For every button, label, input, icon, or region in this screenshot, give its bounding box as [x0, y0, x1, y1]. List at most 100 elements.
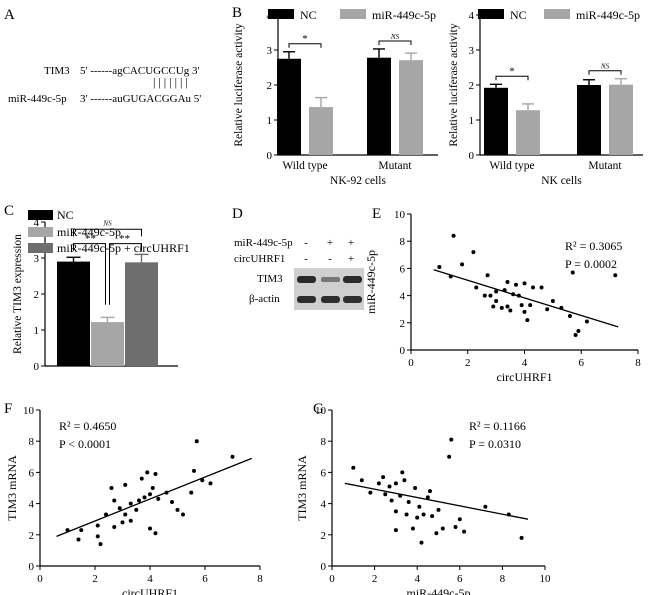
scatter-point: [437, 265, 442, 270]
scatter-point: [430, 514, 435, 519]
significance-label: **: [85, 233, 96, 245]
significance-label: NS: [102, 220, 112, 228]
x-axis-title: circUHRF1: [497, 370, 553, 384]
bar-nc: [577, 85, 601, 155]
chart-c: 0 1 2 3 4 Relative TIM3 expression ** ** NS NC miR…: [12, 208, 190, 373]
scatter-point: [499, 305, 504, 310]
tim3-label: TIM3: [44, 65, 70, 77]
y-tick-label: 6: [29, 467, 35, 479]
scatter-point: [404, 512, 409, 517]
y-axis-title: TIM3 mRNA: [5, 455, 19, 521]
legend-swatch-mir: [544, 9, 570, 19]
blot-sign: -: [328, 253, 332, 265]
scatter-point: [150, 486, 155, 490]
mir-label: miR-449c-5p: [8, 93, 67, 105]
legend-label-nc: NC: [300, 8, 317, 22]
significance-bracket: [288, 43, 322, 48]
scatter-point: [449, 437, 454, 442]
scatter-point: [482, 293, 487, 298]
y-tick-label: 2: [321, 530, 327, 542]
legend-swatch-nc: [478, 9, 504, 19]
scatter-point: [545, 307, 550, 312]
scatter-point: [519, 535, 524, 540]
scatter-point: [513, 282, 518, 287]
y-axis-title: miR-449c-5p: [364, 250, 378, 314]
blot-label-tim3: TIM3: [257, 273, 283, 285]
scatter-point: [381, 475, 386, 480]
blot-band-tim3: [343, 276, 362, 283]
regression-line: [56, 457, 252, 537]
blot-sign: +: [348, 237, 354, 249]
scatter-point: [531, 285, 536, 290]
legend-label-mir-circ: miR-449c-5p + circUHRF1: [57, 241, 190, 255]
x-tick-label: 8: [500, 573, 506, 585]
legend-swatch-mir: [28, 227, 53, 237]
y-axis-title: Relative luciferase activity: [233, 23, 245, 146]
scatter-point: [128, 518, 133, 523]
scatter-point: [471, 250, 476, 255]
stats-p-value: P = 0.0002: [565, 257, 617, 271]
scatter-point: [483, 504, 488, 509]
significance-label: *: [509, 65, 515, 77]
x-axis-title: circUHRF1: [122, 586, 178, 595]
scatter-point: [139, 476, 144, 481]
scatter-point: [393, 509, 398, 514]
scatter-point: [584, 319, 589, 324]
significance-label: NS: [390, 33, 400, 41]
scatter-point: [474, 285, 479, 290]
chart-f: 0 2 4 6 8 10 0 2 4 6 8 circUHRF1 TIM3 mRNA R² = 0.465…: [5, 405, 263, 595]
x-tick-label: 8: [635, 357, 641, 369]
y-tick-label: 4: [29, 499, 35, 511]
y-tick-label: 0: [400, 345, 406, 357]
scatter-point: [389, 498, 394, 503]
scatter-point: [419, 540, 424, 545]
y-tick-label: 4: [34, 217, 40, 229]
blot-sign: +: [348, 253, 354, 265]
bar-mir: [516, 110, 540, 155]
x-tick-label: 10: [540, 573, 552, 585]
legend-label-nc: NC: [57, 208, 74, 222]
x-tick-label: 0: [408, 357, 414, 369]
significance-bracket: [588, 70, 622, 75]
panel-label-d: D: [232, 206, 243, 222]
scatter-point: [109, 486, 114, 490]
scatter-point: [436, 507, 441, 512]
scatter-point: [457, 517, 462, 522]
significance-bracket: [378, 40, 412, 45]
bar-nc: [57, 261, 90, 366]
y-axis-title: Relative TIM3 expression: [12, 234, 24, 354]
scatter-point: [400, 470, 405, 475]
chart-title: NK cells: [541, 175, 582, 187]
scatter-point: [421, 512, 426, 517]
legend-label-mir: miR-449c-5p: [372, 8, 436, 22]
scatter-point: [192, 468, 196, 473]
x-tick-label: 6: [202, 573, 208, 585]
legend-swatch-mir-circ: [28, 243, 53, 253]
chart-title: NK-92 cells: [330, 175, 386, 187]
scatter-point: [95, 534, 100, 539]
scatter-point: [427, 489, 432, 494]
scatter-point: [148, 492, 152, 497]
significance-label: NS: [600, 63, 610, 71]
y-tick-label: 1: [267, 115, 273, 127]
significance-bracket: [495, 75, 529, 81]
blot-row-label-mir: miR-449c-5p: [234, 237, 293, 249]
scatter-point: [128, 501, 133, 506]
scatter-point: [376, 481, 381, 486]
panel-label-a: A: [4, 7, 15, 23]
stats-p-value: P = 0.0310: [469, 437, 521, 451]
scatter-point: [406, 500, 411, 505]
y-tick-label: 0: [29, 561, 35, 573]
x-tick-label: Mutant: [378, 160, 412, 172]
y-tick-label: 10: [394, 209, 406, 221]
bar-mir-circ: [125, 262, 158, 366]
scatter-point: [494, 299, 499, 304]
x-tick-label: 4: [147, 573, 153, 585]
scatter-point: [413, 486, 418, 490]
x-tick-label: 6: [579, 357, 585, 369]
pairing-lines: | | | | | | |: [153, 75, 188, 89]
y-tick-label: 8: [321, 436, 327, 448]
bar-nc: [367, 57, 391, 156]
scatter-point: [570, 270, 575, 275]
panel-d: miR-449c-5p circUHRF1 - + + - - + TIM3 β…: [234, 237, 364, 310]
